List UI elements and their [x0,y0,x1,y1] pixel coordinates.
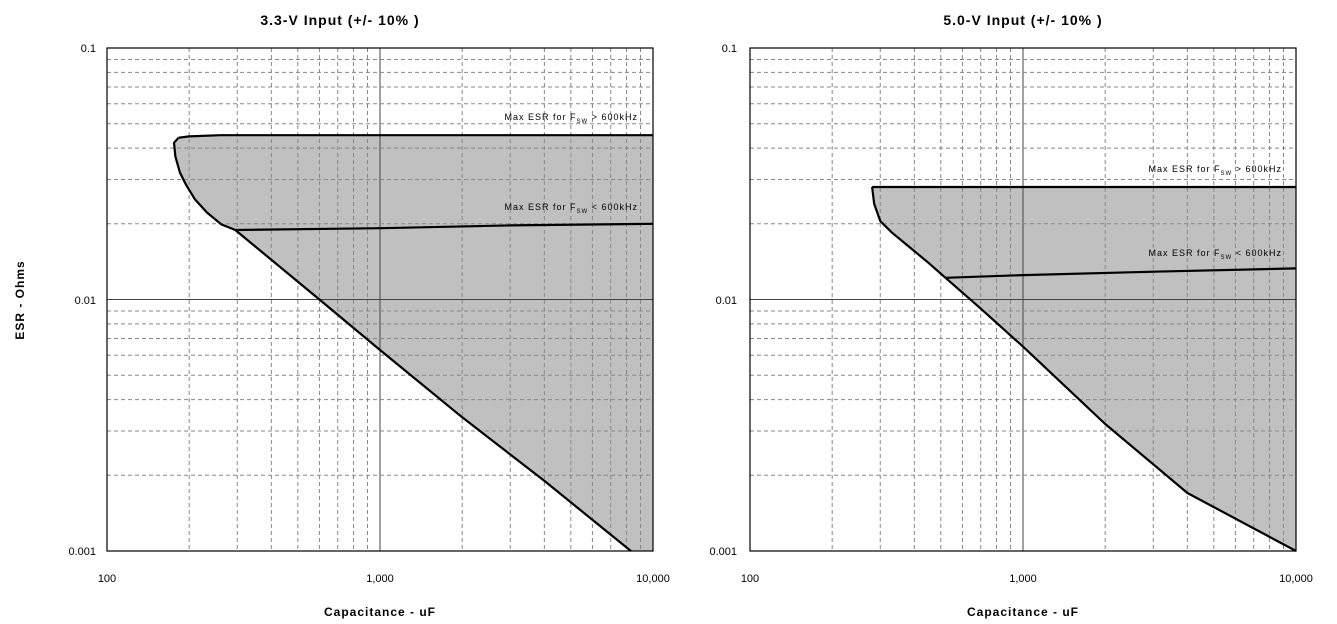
y-tick-label: 0.1 [722,43,737,55]
y-tick-label: 0.001 [709,546,737,558]
x-axis-label: Capacitance - uF [967,605,1079,619]
shaded-esr-region [872,187,1296,551]
chart-title: 5.0-V Input (+/- 10% ) [943,12,1102,28]
x-tick-label: 1,000 [366,573,394,585]
grid [107,48,653,551]
chart-5v0-input: 5.0-V Input (+/- 10% ) 0.1 0.01 0.001 10… [709,12,1312,619]
y-tick-label: 0.001 [68,546,96,558]
y-tick-label: 0.01 [716,295,737,307]
curve-line [871,186,1297,552]
curve-line [235,222,654,232]
shaded-esr-region [174,135,653,551]
curves [871,185,1297,552]
curve-line [945,267,1297,279]
grid [750,48,1296,551]
x-tick-label: 10,000 [636,573,670,585]
annotation-above-600khz: Max ESR for FSW > 600kHz [1149,164,1282,177]
annotation-above-600khz: Max ESR for FSW > 600kHz [505,112,638,125]
curves [172,134,654,552]
curve-line [234,229,632,552]
chart-3v3-input: 3.3-V Input (+/- 10% ) 0.1 0.01 0.001 10… [13,12,670,619]
annotation-below-600khz: Max ESR for FSW < 600kHz [1149,248,1282,261]
curve-line [178,134,653,139]
plot-frame [749,47,1297,552]
y-axis-label: ESR - Ohms [13,260,27,339]
annotation-below-600khz: Max ESR for FSW < 600kHz [505,202,638,215]
plot-frame [106,47,654,552]
curve-line [172,136,236,232]
x-axis-label: Capacitance - uF [324,605,436,619]
x-tick-label: 1,000 [1009,573,1037,585]
y-tick-label: 0.1 [81,43,96,55]
x-tick-label: 10,000 [1279,573,1313,585]
x-tick-label: 100 [98,573,116,585]
y-tick-label: 0.01 [75,295,96,307]
chart-title: 3.3-V Input (+/- 10% ) [260,12,419,28]
x-tick-label: 100 [741,573,759,585]
